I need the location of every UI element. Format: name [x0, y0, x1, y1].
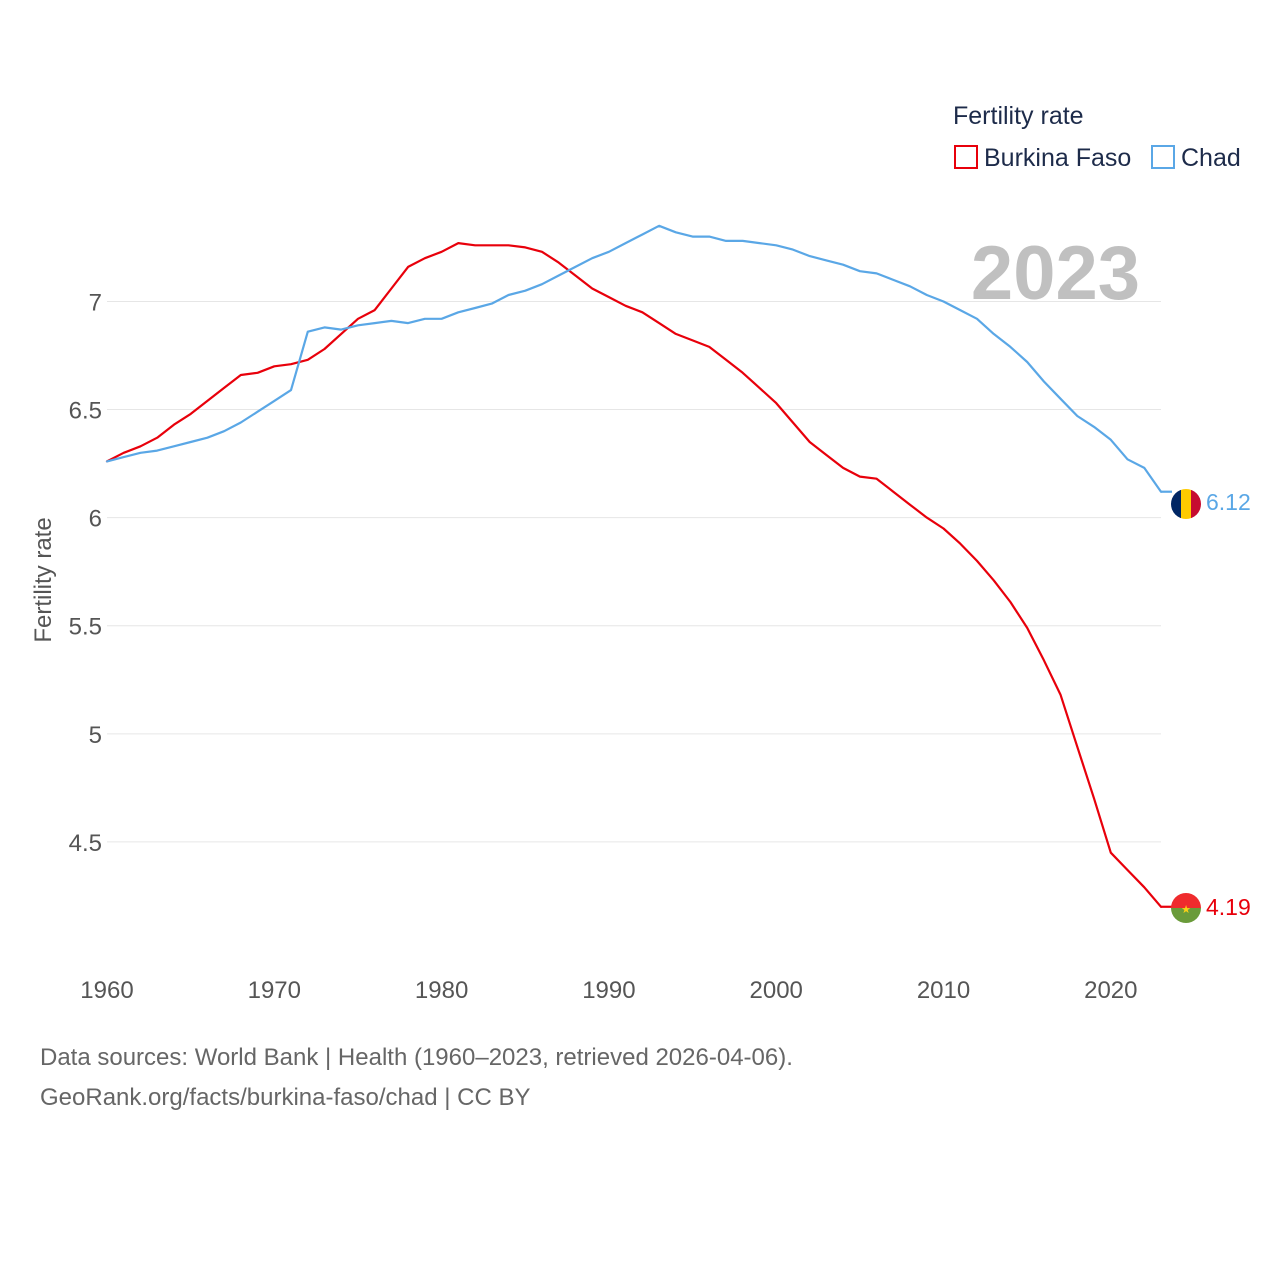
chad-flag-icon: [1171, 489, 1201, 519]
series-line-burkina-faso[interactable]: [105, 242, 1163, 908]
legend-label-burkina-faso[interactable]: Burkina Faso: [984, 144, 1131, 172]
source-line: Data sources: World Bank | Health (1960–…: [40, 1044, 793, 1071]
legend-title: Fertility rate: [953, 102, 1084, 130]
y-axis-ticks: 4.5 5 5.5 6 6.5 7: [69, 289, 102, 856]
x-tick-label-2000: 2000: [750, 977, 803, 1004]
legend-swatch-burkina-faso[interactable]: [954, 145, 978, 169]
x-tick-label-1970: 1970: [248, 977, 301, 1004]
legend-swatch-chad[interactable]: [1151, 145, 1175, 169]
x-tick-label-1960: 1960: [80, 977, 133, 1004]
license-line: GeoRank.org/facts/burkina-faso/chad | CC…: [40, 1084, 531, 1111]
x-tick-label-2020: 2020: [1084, 977, 1137, 1004]
y-tick-label-5.5: 5.5: [69, 614, 102, 641]
svg-text:★: ★: [1181, 903, 1191, 916]
y-tick-label-4.5: 4.5: [69, 830, 102, 857]
x-tick-label-1990: 1990: [582, 977, 635, 1004]
series-lines: [105, 224, 1172, 908]
x-tick-label-1980: 1980: [415, 977, 468, 1004]
end-label-chad: 6.12: [1206, 489, 1251, 515]
x-tick-label-2010: 2010: [917, 977, 970, 1004]
x-axis-ticks: 1960 1970 1980 1990 2000 2010 2020: [80, 977, 1137, 1004]
y-tick-label-5: 5: [89, 722, 102, 749]
series-line-chad[interactable]: [105, 224, 1163, 493]
year-label: 2023: [971, 231, 1140, 316]
legend-label-chad[interactable]: Chad: [1181, 144, 1241, 172]
y-tick-label-7: 7: [89, 289, 102, 316]
y-tick-label-6: 6: [89, 506, 102, 533]
gridlines: [107, 300, 1161, 843]
legend: Fertility rate Burkina Faso Chad: [953, 102, 1241, 172]
y-tick-label-6.5: 6.5: [69, 398, 102, 425]
end-label-burkina-faso: 4.19: [1206, 894, 1251, 920]
burkina-faso-flag-icon: ★: [1171, 893, 1201, 923]
y-axis-title: Fertility rate: [30, 517, 57, 642]
